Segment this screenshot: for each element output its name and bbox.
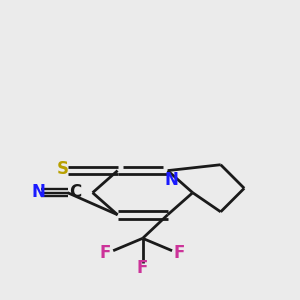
Text: N: N (31, 183, 45, 201)
Text: F: F (174, 244, 185, 262)
Text: F: F (100, 244, 111, 262)
Text: F: F (137, 260, 148, 278)
Text: S: S (56, 160, 68, 178)
Text: N: N (164, 171, 178, 189)
Text: C: C (69, 183, 81, 201)
